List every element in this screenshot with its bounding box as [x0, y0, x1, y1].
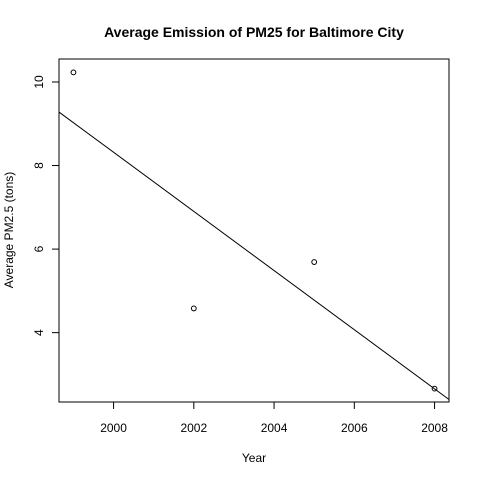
data-points [70, 69, 438, 392]
x-axis-label: Year [242, 451, 266, 465]
x-tick-label: 2000 [100, 421, 127, 435]
plot-box [58, 58, 450, 403]
data-point [431, 385, 438, 392]
y-tick-label: 10 [32, 75, 46, 89]
x-tick-label: 2004 [261, 421, 288, 435]
x-tick-label: 2008 [421, 421, 448, 435]
y-tick-label: 6 [32, 245, 46, 252]
data-point [311, 259, 318, 265]
chart-title: Average Emission of PM25 for Baltimore C… [104, 24, 404, 40]
data-point [70, 69, 77, 76]
data-point [190, 305, 197, 312]
x-tick-label: 2002 [180, 421, 207, 435]
y-axis: 4 6 8 10 [32, 75, 59, 336]
x-axis: 2000 2002 2004 2006 2008 [100, 402, 448, 435]
x-tick-label: 2006 [341, 421, 368, 435]
y-axis-label: Average PM2.5 (tons) [2, 172, 16, 289]
y-tick-label: 4 [32, 329, 46, 336]
regression-line [58, 111, 450, 400]
y-tick-label: 8 [32, 162, 46, 169]
